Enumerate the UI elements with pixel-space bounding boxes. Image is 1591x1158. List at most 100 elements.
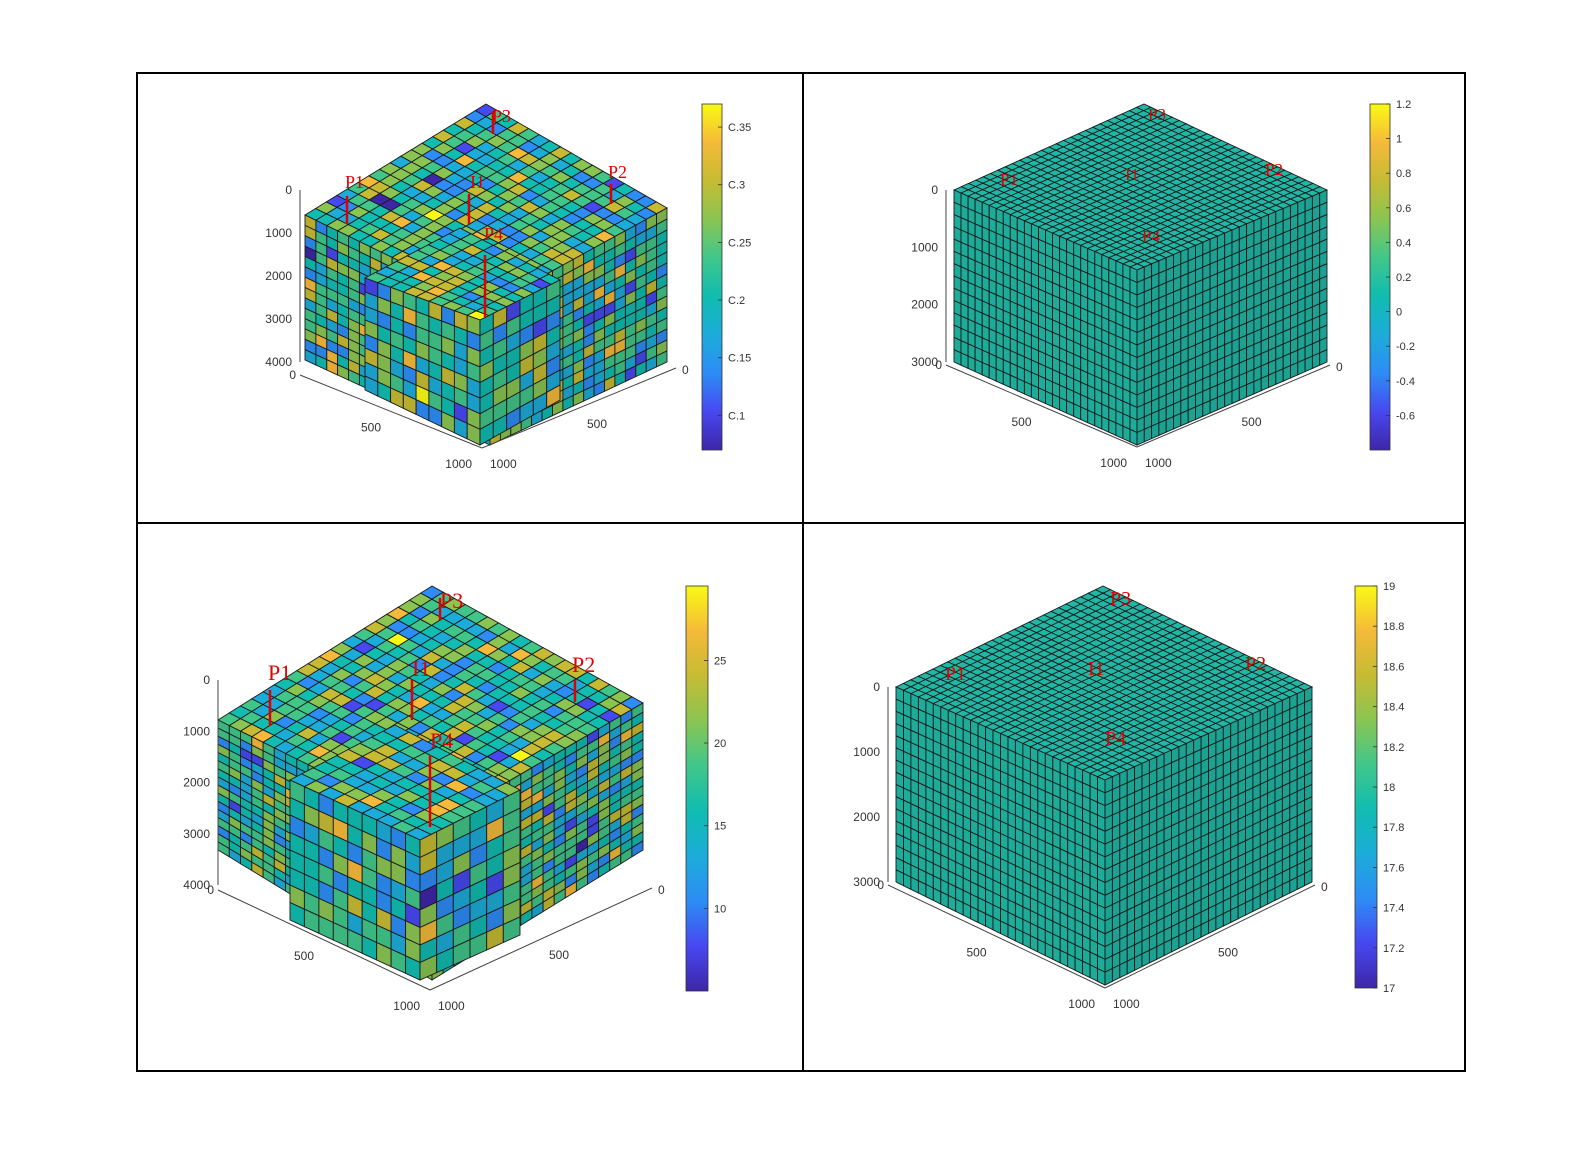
x-tick-label: 1000 bbox=[445, 457, 472, 471]
grid-cell bbox=[1052, 393, 1061, 411]
grid-cell bbox=[1016, 377, 1025, 395]
colorbar-tick-label: -0.2 bbox=[1396, 341, 1415, 353]
grid-cell bbox=[1275, 368, 1284, 385]
well-label: P3 bbox=[1110, 588, 1131, 610]
grid-cell bbox=[1143, 425, 1153, 443]
grid-cell bbox=[1087, 409, 1096, 427]
z-tick-label: 1000 bbox=[853, 745, 880, 759]
colorbar-tick-label: C.25 bbox=[728, 237, 751, 249]
y-axis-line bbox=[1136, 364, 1331, 448]
grid-cell bbox=[953, 348, 962, 366]
grid-cell bbox=[967, 355, 976, 373]
grid-cell bbox=[981, 361, 990, 379]
colorbar-tick-label: 17.6 bbox=[1383, 862, 1404, 874]
colorbar-tick-label: 0 bbox=[1396, 307, 1402, 319]
colorbar-tick-label: 18.4 bbox=[1383, 702, 1404, 714]
x-tick-label: 1000 bbox=[1100, 456, 1127, 470]
y-tick-label: 0 bbox=[1321, 880, 1328, 894]
well-label: P4 bbox=[484, 224, 503, 244]
grid-cell bbox=[1224, 390, 1233, 408]
grid-cell bbox=[1108, 419, 1117, 437]
well-label: P1 bbox=[345, 172, 364, 192]
z-tick-label: 0 bbox=[285, 183, 292, 197]
grid-cell bbox=[1260, 374, 1269, 392]
x-tick-label: 0 bbox=[877, 878, 884, 892]
grid-cell bbox=[974, 358, 983, 376]
y-tick-label: 0 bbox=[682, 363, 689, 377]
colorbar bbox=[701, 103, 723, 451]
well-label: P2 bbox=[1265, 160, 1283, 179]
y-tick-label: 500 bbox=[1218, 946, 1238, 960]
colorbar-tick-label: 0.6 bbox=[1396, 203, 1411, 215]
colorbar-tick-label: C.2 bbox=[728, 295, 745, 307]
figure-table bbox=[136, 72, 1466, 1072]
grid-cell bbox=[1122, 425, 1131, 443]
colorbar-tick-label: C.1 bbox=[728, 410, 745, 422]
grid-cell bbox=[1030, 384, 1039, 401]
grid-cell bbox=[1304, 355, 1313, 373]
grid-cell bbox=[1290, 361, 1299, 379]
colorbar-tick-label: C.15 bbox=[728, 353, 751, 365]
grid-cell bbox=[1066, 400, 1075, 417]
y-tick-label: 1000 bbox=[1113, 997, 1140, 1011]
colorbar-tick-label: 17 bbox=[1383, 983, 1395, 995]
well-label: P3 bbox=[492, 106, 511, 126]
well-label: I1 bbox=[1088, 658, 1105, 680]
well-label: P1 bbox=[1000, 170, 1018, 189]
z-tick-label: 2000 bbox=[853, 810, 880, 824]
grid-cell bbox=[1297, 358, 1306, 376]
well-label: I1 bbox=[470, 172, 485, 192]
grid-cell bbox=[1073, 403, 1082, 421]
grid-cell bbox=[1202, 400, 1211, 417]
grid-cell bbox=[988, 364, 997, 382]
x-tick-label: 500 bbox=[966, 946, 986, 960]
well-label: P4 bbox=[1142, 227, 1160, 246]
y-tick-label: 1000 bbox=[490, 457, 517, 471]
y-tick-label: 0 bbox=[1336, 360, 1343, 374]
z-tick-label: 3000 bbox=[911, 355, 938, 369]
grid-cell bbox=[1238, 384, 1248, 401]
grid-cell bbox=[1173, 412, 1182, 430]
colorbar-tick-label: 1.2 bbox=[1396, 99, 1411, 111]
colorbar-tick-label: 17.4 bbox=[1383, 903, 1404, 915]
colorbar-tick-label: 17.8 bbox=[1383, 822, 1404, 834]
grid-cell bbox=[1216, 393, 1226, 411]
colorbar-tick-label: -0.6 bbox=[1396, 410, 1415, 422]
grid-cell bbox=[1268, 371, 1277, 389]
grid-cell bbox=[1115, 422, 1124, 440]
grid-cell bbox=[1045, 390, 1053, 408]
well-label: P2 bbox=[1245, 653, 1266, 675]
grid-cell bbox=[1195, 403, 1204, 421]
x-tick-label: 500 bbox=[361, 421, 381, 435]
colorbar-tick-label: 19 bbox=[1383, 581, 1395, 593]
grid-cell bbox=[1151, 422, 1160, 440]
z-tick-label: 2000 bbox=[265, 269, 292, 283]
colorbar-tick-label: C.35 bbox=[728, 122, 751, 134]
colorbar-tick-label: 1 bbox=[1396, 134, 1402, 146]
well-label: P3 bbox=[1148, 105, 1166, 124]
grid-cell bbox=[995, 368, 1004, 385]
colorbar-tick-label: 18 bbox=[1383, 782, 1395, 794]
grid-cell bbox=[1002, 371, 1011, 389]
grid-cell bbox=[1059, 396, 1068, 414]
grid-cell bbox=[1009, 374, 1018, 392]
grid-cell bbox=[1129, 428, 1138, 446]
colorbar-tick-label: 0.4 bbox=[1396, 237, 1411, 249]
grid-cell bbox=[1038, 387, 1046, 405]
grid-cell bbox=[1282, 364, 1291, 382]
colorbar-tick-label: 17.2 bbox=[1383, 943, 1404, 955]
grid-cell bbox=[1209, 396, 1218, 414]
colorbar-tick-label: C.3 bbox=[728, 180, 745, 192]
grid-cell bbox=[1311, 352, 1321, 370]
z-tick-label: 4000 bbox=[265, 355, 292, 369]
y-tick-label: 500 bbox=[587, 417, 607, 431]
grid-cell bbox=[1246, 380, 1255, 398]
z-tick-label: 0 bbox=[873, 680, 880, 694]
panel-divider-horizontal bbox=[136, 522, 1466, 524]
z-tick-label: 1000 bbox=[265, 226, 292, 240]
z-tick-label: 0 bbox=[931, 183, 938, 197]
